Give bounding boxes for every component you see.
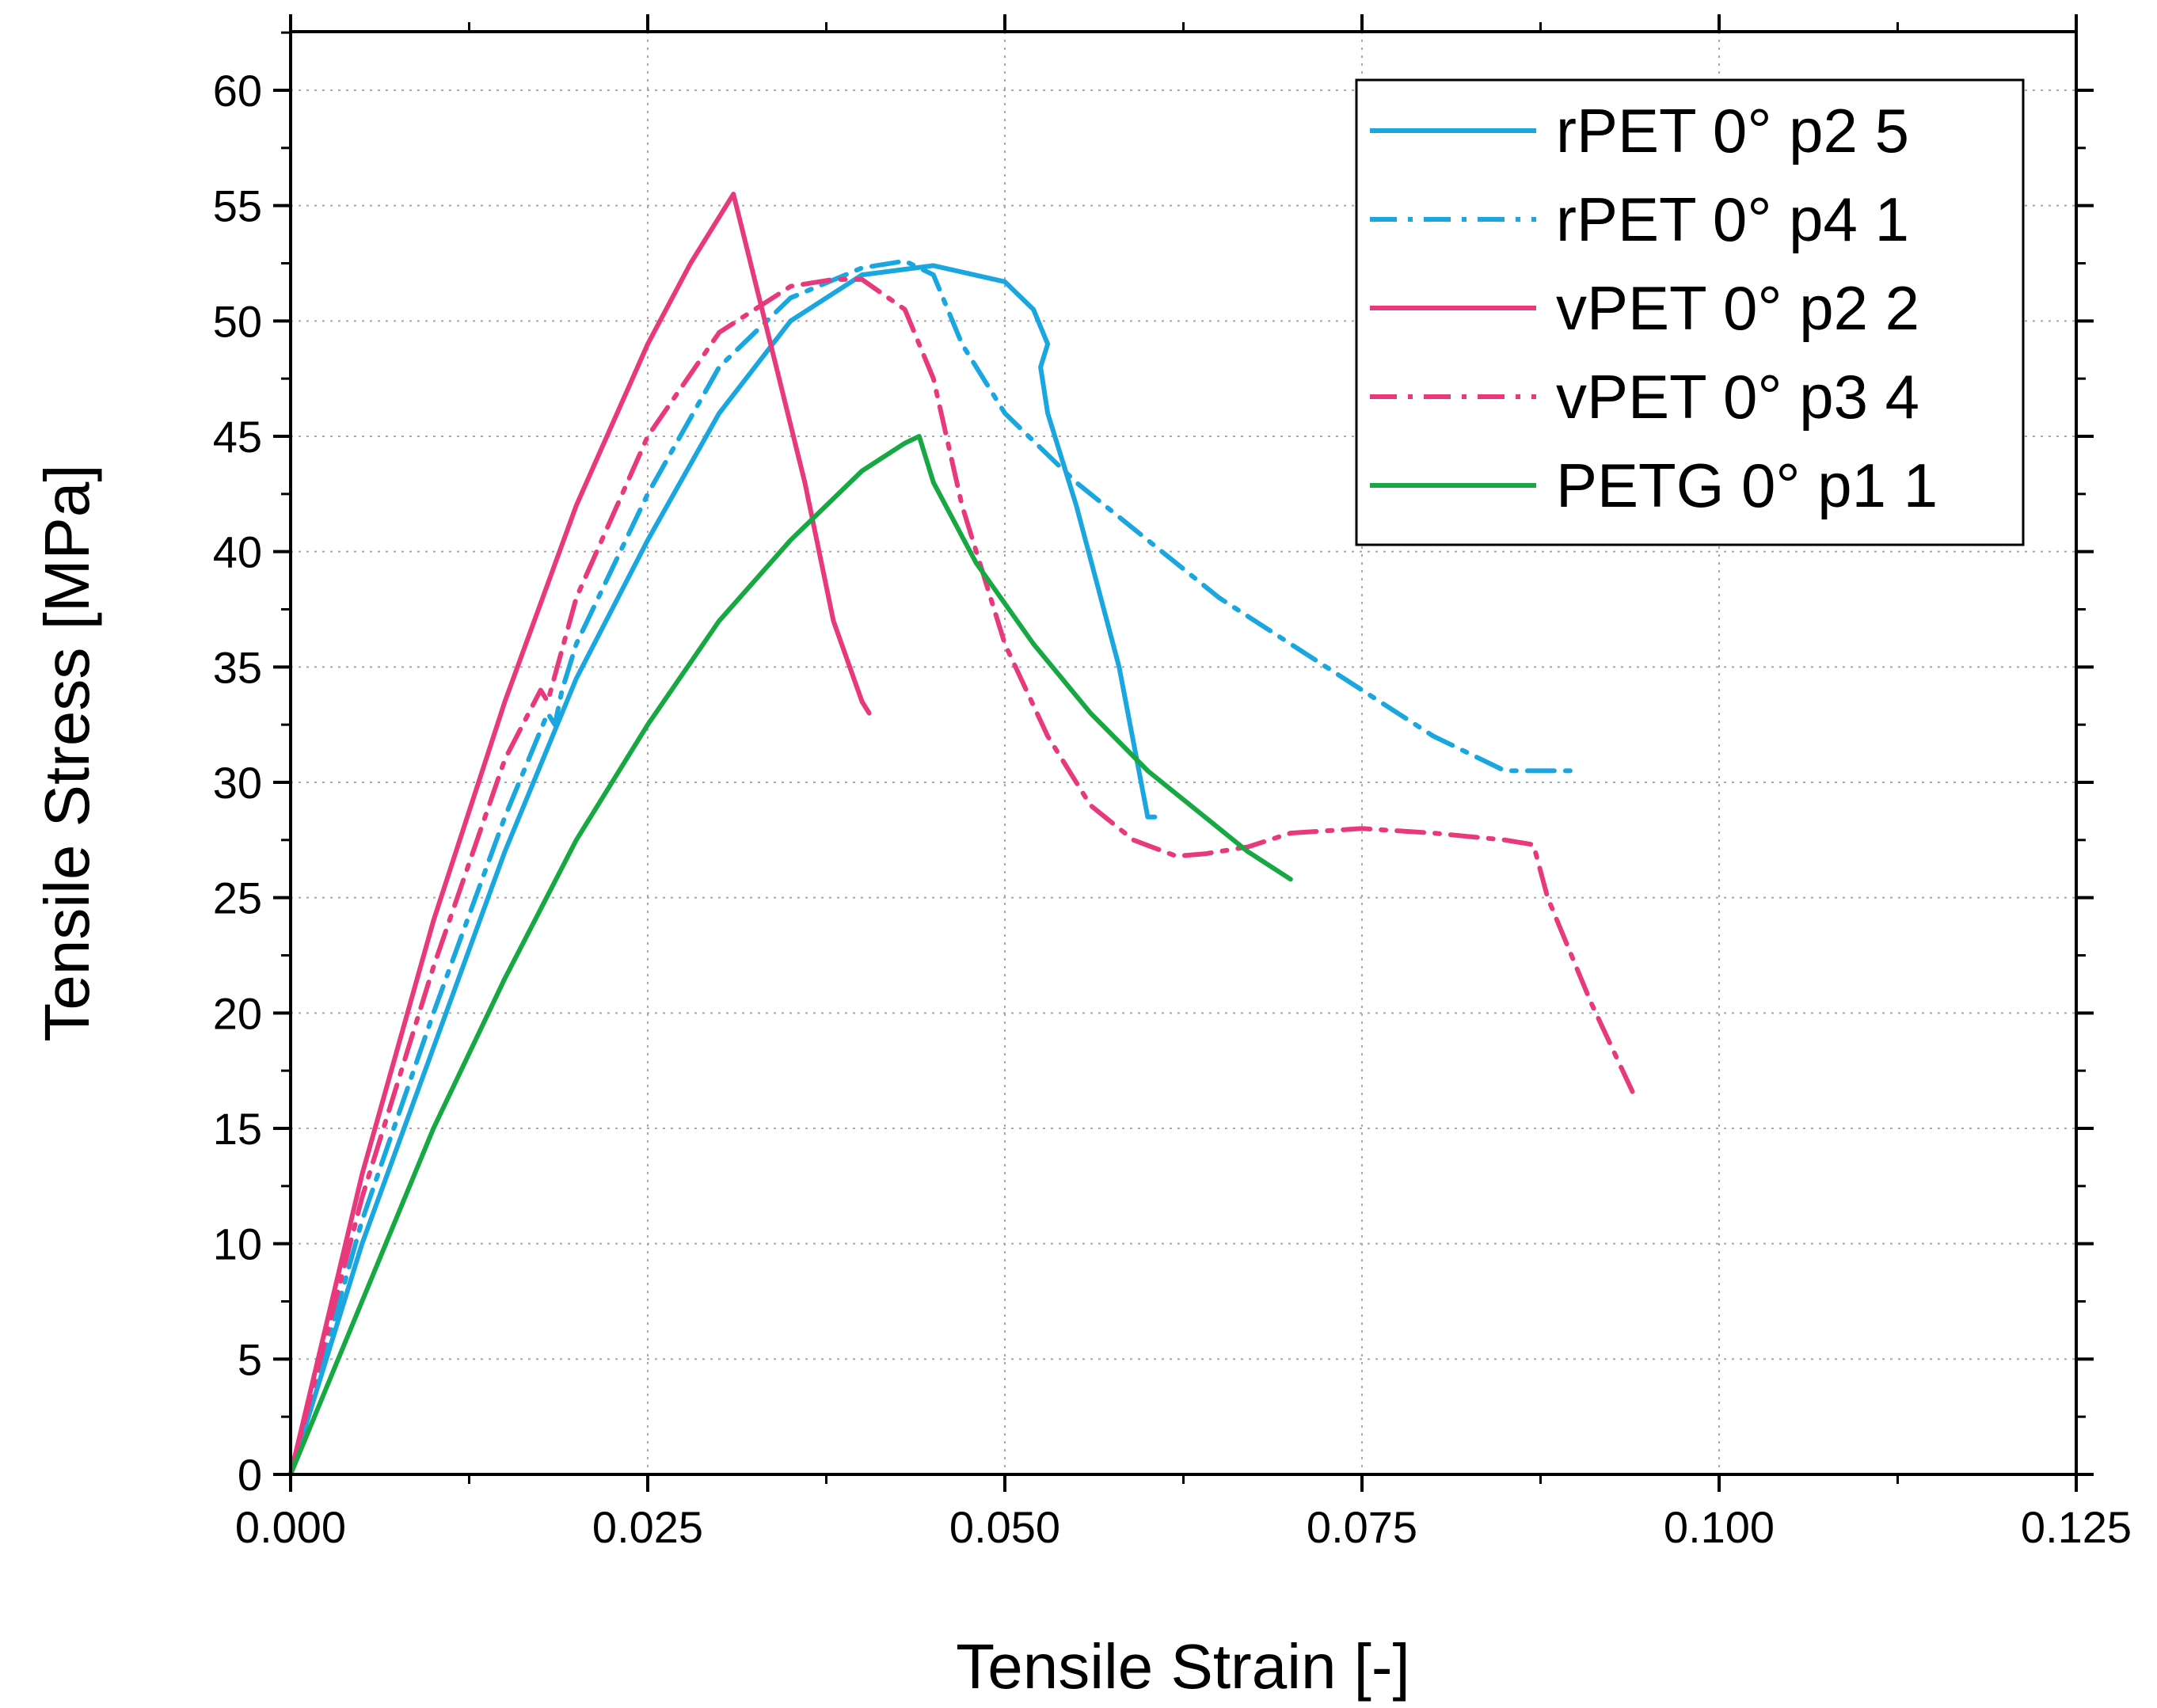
x-tick-label: 0.050 [949,1502,1060,1552]
y-tick-label: 45 [213,412,262,462]
x-tick-label: 0.075 [1307,1502,1417,1552]
legend-label: vPET 0° p2 2 [1556,273,1919,343]
legend-label: vPET 0° p3 4 [1556,362,1919,432]
y-tick-label: 40 [213,527,262,577]
y-tick-label: 35 [213,642,262,692]
x-tick-label: 0.000 [235,1502,346,1552]
legend-entries: rPET 0° p2 5 rPET 0° p4 1 vPET 0° p2 2 vPET… [1370,96,1938,520]
y-tick-label: 60 [213,66,262,116]
y-tick-label: 50 [213,296,262,346]
legend: rPET 0° p2 5 rPET 0° p4 1 vPET 0° p2 2 vPET… [1355,78,2025,546]
y-tick-label: 20 [213,988,262,1038]
x-tick-label: 0.125 [2021,1502,2132,1552]
x-tick-label: 0.100 [1664,1502,1775,1552]
x-tick-label: 0.025 [592,1502,703,1552]
axis-ticks: 0 5 10 15 20 25 30 35 40 45 50 55 60 0.000 0.025 0.050 0… [213,14,2132,1552]
x-axis-title: Tensile Strain [-] [956,1631,1410,1702]
y-tick-label: 30 [213,758,262,808]
grid-lines [291,32,2076,1474]
series-line-vpet-0-p2-2 [288,192,872,1477]
legend-label: rPET 0° p2 5 [1556,96,1909,165]
y-tick-label: 15 [213,1104,262,1154]
legend-label: PETG 0° p1 1 [1556,451,1938,520]
legend-label: rPET 0° p4 1 [1556,184,1909,254]
y-tick-label: 10 [213,1219,262,1269]
data-series [288,192,1636,1477]
legend-box [1355,78,2025,546]
series-line-rpet-0-p2-5 [288,263,1158,1477]
y-axis-title: Tensile Stress [MPa] [32,464,102,1041]
y-tick-label: 25 [213,873,262,923]
series-line-petg-0-p1-1 [288,434,1293,1477]
y-tick-label: 0 [238,1450,262,1500]
y-tick-label: 5 [238,1334,262,1384]
series-line-rpet-0-p4-1 [288,258,1579,1477]
y-tick-label: 55 [213,181,262,231]
